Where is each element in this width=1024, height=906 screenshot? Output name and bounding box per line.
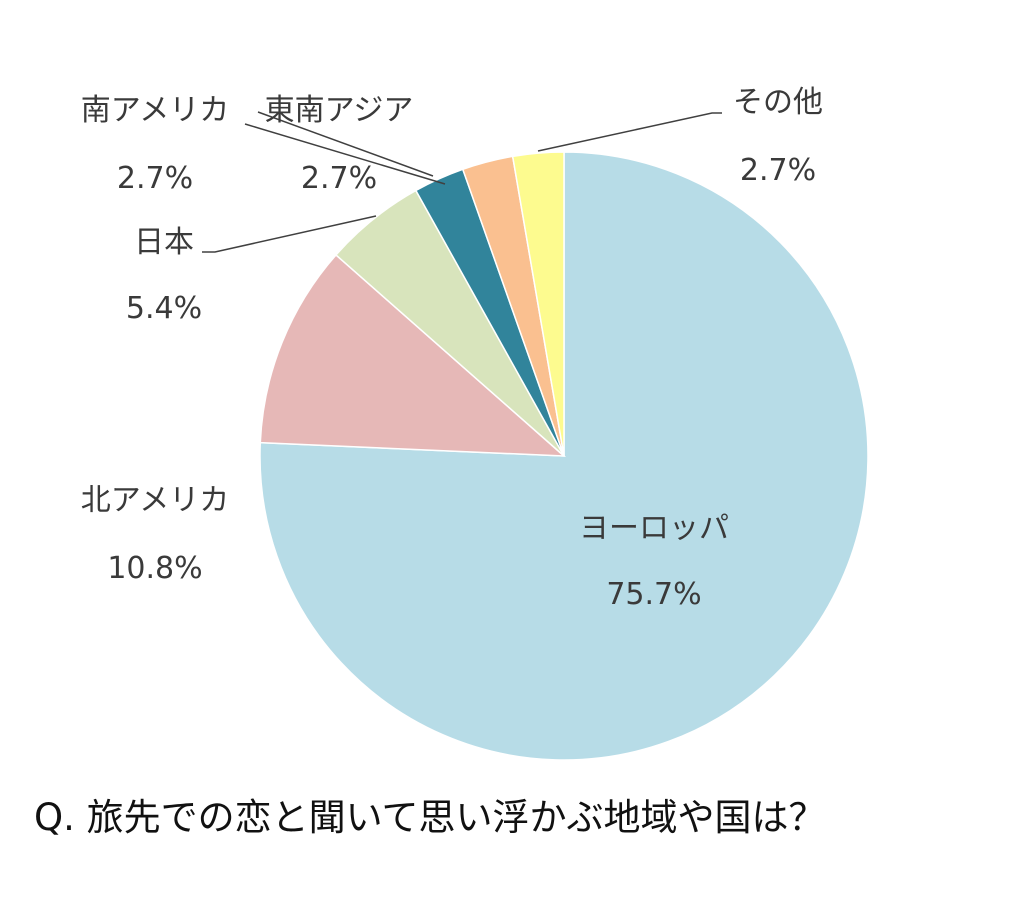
slice-value-other: 2.7% bbox=[740, 153, 816, 188]
question-text: Q. 旅先での恋と聞いて思い浮かぶ地域や国は？ bbox=[34, 796, 826, 839]
slice-label-other: その他 bbox=[733, 85, 823, 120]
slice-label-southeast-asia: 東南アジア bbox=[265, 93, 414, 128]
leader-lines bbox=[202, 111, 722, 253]
leader-line-southeast-asia bbox=[244, 123, 446, 185]
slice-label-south-america: 南アメリカ bbox=[81, 93, 230, 128]
slice-labels: ヨーロッパ 75.7% 北アメリカ 10.8% 日本 5.4% 南アメリカ 2.7% 東南アジア… bbox=[81, 85, 823, 612]
leader-line-japan bbox=[202, 215, 377, 253]
leader-line-other bbox=[537, 112, 722, 152]
pie-slices bbox=[259, 151, 869, 761]
pie-slice-north-america bbox=[259, 253, 567, 457]
slice-value-south-america: 2.7% bbox=[117, 161, 193, 196]
slice-value-japan: 5.4% bbox=[126, 291, 202, 326]
pie-slice-europe bbox=[259, 151, 869, 761]
slice-label-europe: ヨーロッパ bbox=[579, 511, 729, 546]
leader-line-south-america bbox=[257, 111, 434, 177]
slice-value-europe: 75.7% bbox=[606, 577, 701, 612]
slice-label-north-america: 北アメリカ bbox=[81, 483, 230, 518]
pie-slice-other bbox=[511, 151, 565, 457]
slice-label-japan: 日本 bbox=[134, 225, 194, 260]
slice-value-southeast-asia: 2.7% bbox=[301, 161, 377, 196]
slice-value-north-america: 10.8% bbox=[107, 551, 202, 586]
